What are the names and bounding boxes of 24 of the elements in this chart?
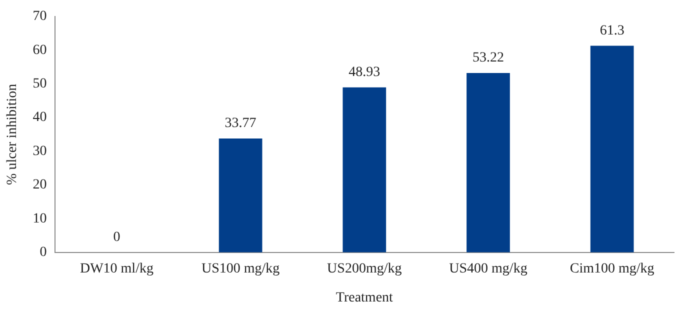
data-label: 53.22 [472, 50, 504, 66]
y-tick-label: 10 [32, 211, 47, 226]
y-tick-label: 40 [32, 110, 47, 126]
data-label: 48.93 [348, 65, 380, 80]
data-label: 33.77 [224, 116, 256, 132]
data-label: 61.3 [600, 23, 624, 38]
x-tick-label: US100 mg/kg [201, 261, 280, 276]
y-tick-label: 20 [32, 178, 47, 193]
y-tick-label: 30 [32, 144, 47, 159]
x-tick-label: Cim100 mg/kg [570, 261, 654, 276]
y-tick-label: 50 [32, 76, 47, 92]
bar [466, 72, 510, 252]
x-tick-label: US400 mg/kg [449, 261, 528, 276]
y-tick-label: 70 [32, 9, 47, 24]
x-tick-label: DW10 ml/kg [80, 261, 154, 276]
x-axis-title: Treatment [336, 290, 394, 306]
data-label: 0 [113, 230, 120, 246]
bar [218, 138, 262, 252]
y-tick-label: 60 [32, 42, 47, 58]
x-tick-label: US200mg/kg [327, 261, 402, 276]
bar [590, 46, 634, 252]
bar [342, 87, 386, 252]
y-tick-label: 0 [40, 245, 47, 260]
y-axis-title: % ulcer inhibition [5, 84, 20, 185]
